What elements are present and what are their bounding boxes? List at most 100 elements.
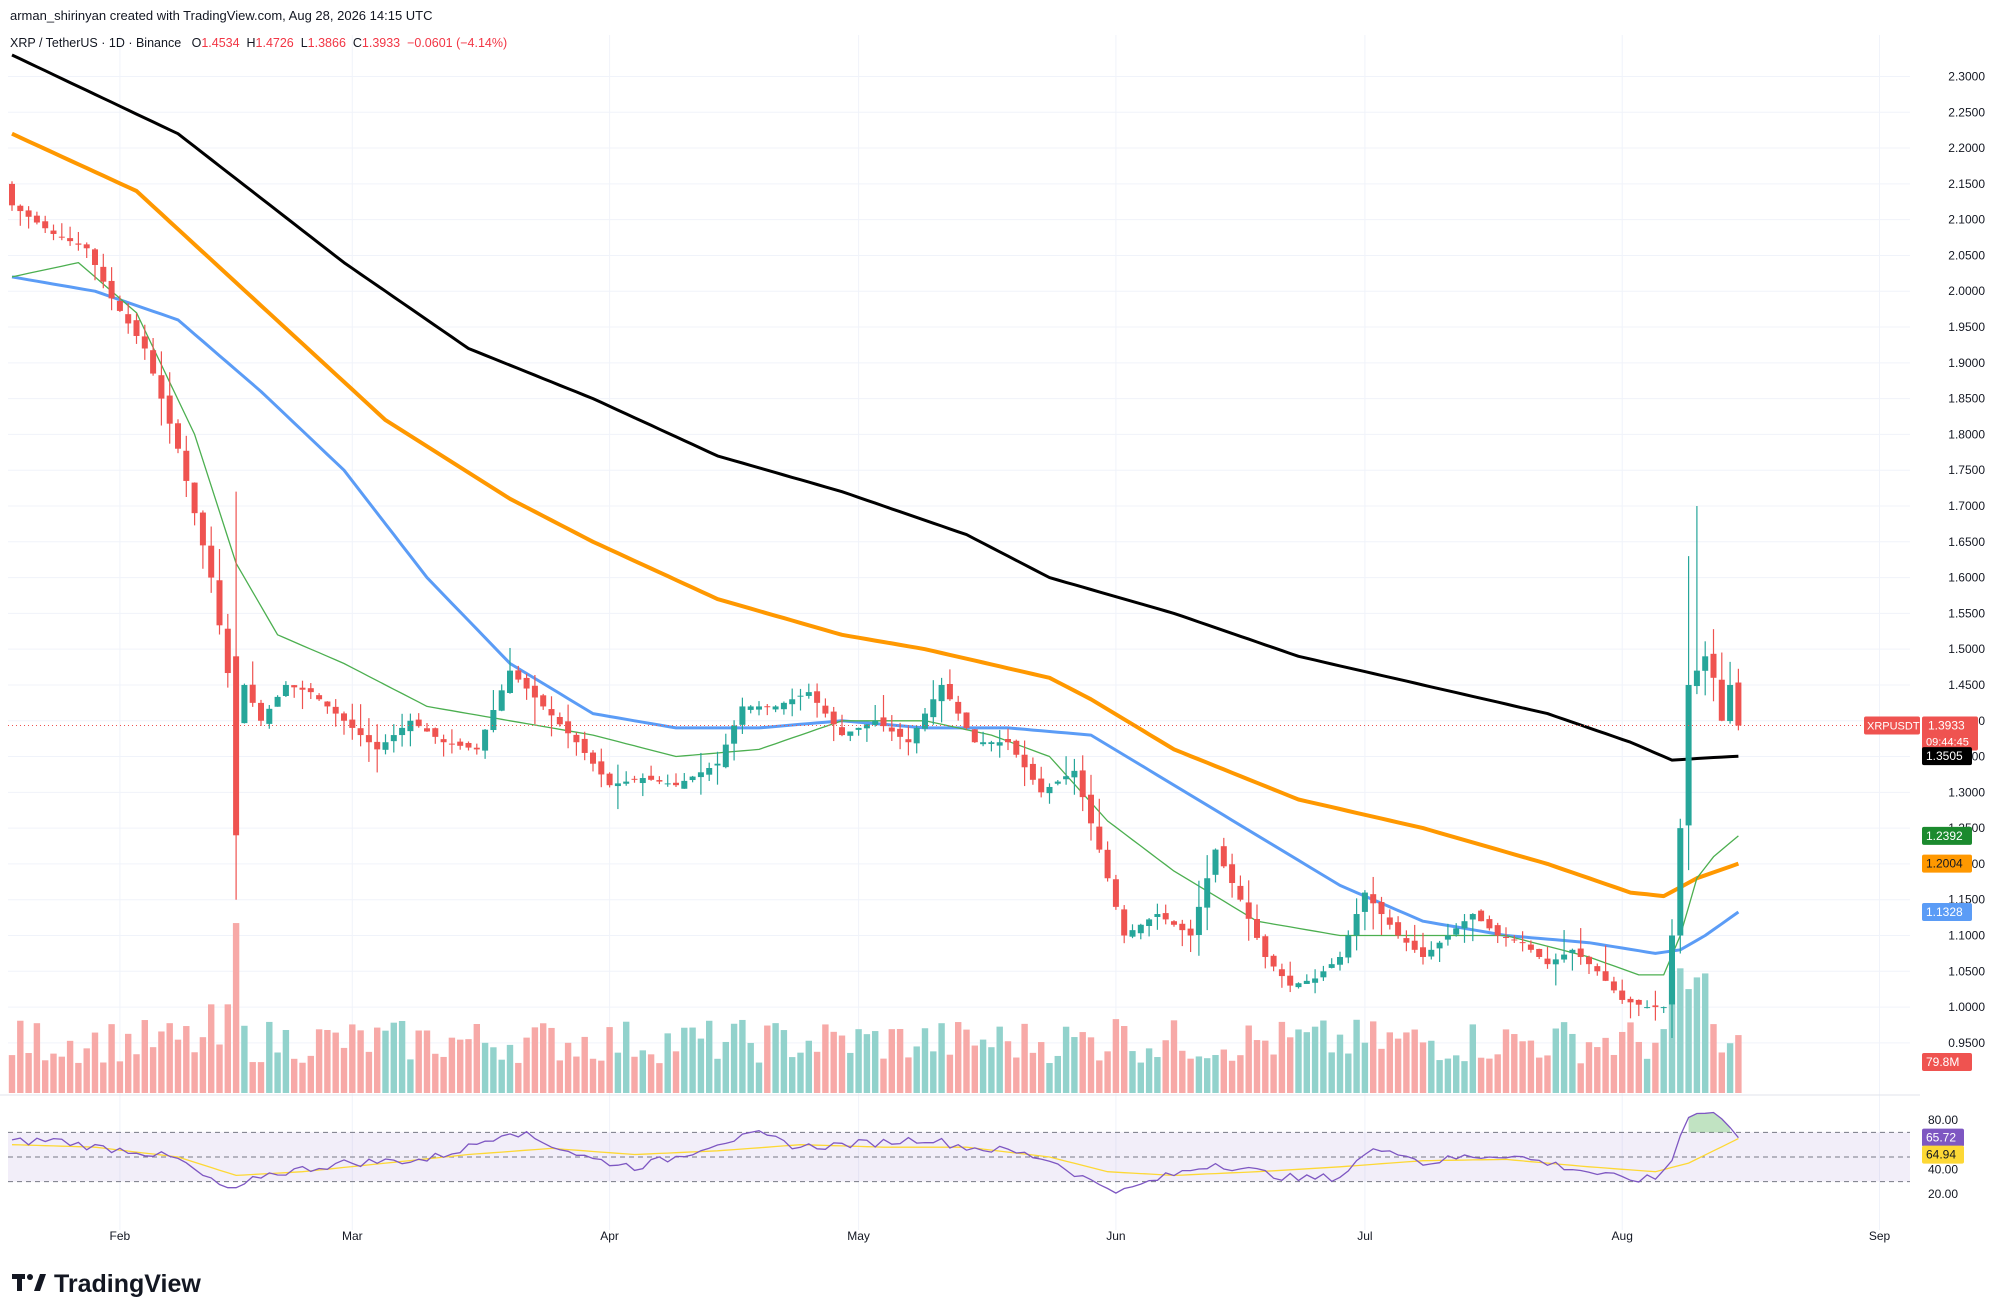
volume-bar bbox=[1311, 1026, 1319, 1093]
candle-body bbox=[913, 727, 920, 744]
volume-bar bbox=[125, 1033, 132, 1093]
candle-body bbox=[664, 783, 671, 785]
ma-green-badge: 1.2392 bbox=[1926, 829, 1963, 843]
ma-black-line bbox=[11, 53, 1739, 762]
candle-body bbox=[1021, 754, 1028, 768]
candle-body bbox=[1312, 978, 1319, 983]
candle-body bbox=[357, 728, 364, 736]
rsi-pane bbox=[8, 1111, 1910, 1194]
volume-bar bbox=[1602, 1037, 1609, 1093]
candle-body bbox=[805, 692, 812, 696]
time-tick-label: Feb bbox=[110, 1229, 131, 1243]
volume-bar bbox=[1253, 1040, 1261, 1093]
volume-bar bbox=[174, 1039, 182, 1093]
time-tick-label: Aug bbox=[1612, 1229, 1633, 1243]
volume-bar bbox=[1527, 1040, 1535, 1093]
rsi-badge-bg bbox=[1922, 1128, 1964, 1147]
candle-body bbox=[457, 741, 464, 746]
volume-bar bbox=[407, 1059, 414, 1093]
volume-bar bbox=[822, 1024, 829, 1093]
volume-bar bbox=[573, 1056, 580, 1093]
price-axis[interactable]: 0.95001.00001.05001.10001.15001.20001.25… bbox=[1928, 69, 1985, 1200]
candle-body bbox=[1378, 902, 1385, 915]
volume-bar bbox=[282, 1029, 290, 1093]
time-axis[interactable]: Feb Mar Apr May Jun Jul Aug Sep bbox=[110, 1229, 1891, 1243]
candle-body bbox=[515, 670, 522, 680]
candle-body bbox=[822, 705, 829, 714]
candle-body bbox=[1727, 684, 1734, 722]
volume-bar bbox=[149, 1047, 157, 1093]
candle-body bbox=[1586, 956, 1592, 965]
candle-body bbox=[623, 781, 630, 784]
candle-body bbox=[233, 656, 240, 836]
volume-bar bbox=[1585, 1042, 1593, 1093]
symbol-title[interactable]: XRP / TetherUS · 1D · Binance bbox=[10, 36, 182, 50]
volume-bar bbox=[1502, 1029, 1510, 1093]
candle-body bbox=[224, 628, 231, 674]
volume-bar bbox=[1693, 977, 1701, 1093]
candle-body bbox=[689, 776, 696, 781]
volume-bar bbox=[141, 1020, 148, 1093]
candle-body bbox=[498, 690, 505, 711]
volume-bar bbox=[66, 1040, 74, 1093]
candle-body bbox=[656, 780, 663, 782]
volume-bar bbox=[813, 1051, 821, 1093]
candle-body bbox=[291, 685, 298, 688]
volume-bar bbox=[1436, 1060, 1443, 1093]
candle-body bbox=[1478, 910, 1485, 922]
volume-bar bbox=[274, 1052, 281, 1093]
candle-body bbox=[1229, 864, 1236, 884]
volume-bar bbox=[266, 1021, 273, 1093]
volume-bar bbox=[1129, 1051, 1136, 1093]
candle-body bbox=[855, 727, 862, 730]
volume-bar bbox=[772, 1023, 779, 1093]
candle-body bbox=[1411, 940, 1418, 950]
candle-body bbox=[1361, 892, 1368, 912]
close-value: 1.3933 bbox=[361, 36, 401, 50]
volume-bar bbox=[1511, 1034, 1518, 1093]
candle-body bbox=[631, 778, 638, 780]
rsi-ma-badge-bg bbox=[1922, 1145, 1964, 1164]
candle-body bbox=[1038, 778, 1045, 793]
volume-bar bbox=[1336, 1034, 1344, 1093]
volume-bar bbox=[1054, 1055, 1061, 1093]
candle-body bbox=[1079, 770, 1086, 798]
price-tick-label: 2.0000 bbox=[1948, 284, 1985, 298]
volume-bar bbox=[1494, 1054, 1501, 1093]
rsi-band-fill bbox=[8, 1132, 1910, 1182]
volume-bar bbox=[1643, 1058, 1651, 1093]
candle-body bbox=[307, 688, 314, 693]
volume-bar bbox=[730, 1023, 738, 1093]
candle-body bbox=[175, 423, 181, 449]
volume-bar bbox=[830, 1031, 837, 1093]
rsi-tick-label: 20.00 bbox=[1928, 1187, 1958, 1201]
candle-body bbox=[590, 752, 596, 764]
candle-body bbox=[697, 772, 704, 778]
time-tick-label: Sep bbox=[1869, 1229, 1891, 1243]
volume-bar bbox=[390, 1022, 397, 1093]
volume-bar bbox=[780, 1030, 788, 1093]
candle-body bbox=[274, 696, 281, 707]
candle-body bbox=[531, 685, 538, 698]
volume-badge-bg bbox=[1922, 1053, 1972, 1071]
volume-bar bbox=[755, 1062, 763, 1093]
candle-body bbox=[1096, 826, 1103, 850]
candle-body bbox=[1054, 781, 1061, 784]
volume-bar bbox=[1486, 1058, 1493, 1093]
candle-body bbox=[1386, 917, 1393, 925]
rsi-ma-badge: 64.94 bbox=[1926, 1148, 1956, 1162]
candle-body bbox=[1461, 921, 1468, 929]
volume-bar bbox=[1104, 1051, 1111, 1093]
candle-body bbox=[905, 739, 912, 743]
candle-body bbox=[581, 738, 588, 753]
rsi-line bbox=[11, 1111, 1739, 1194]
change-value: −0.0601 (−4.14%) bbox=[407, 36, 508, 50]
candle-body bbox=[1602, 971, 1609, 981]
volume-bar bbox=[465, 1039, 472, 1093]
tradingview-brand[interactable]: TradingView bbox=[12, 1270, 201, 1299]
volume-bar bbox=[25, 1053, 32, 1093]
volume-bars bbox=[8, 923, 1742, 1093]
volume-bar bbox=[747, 1042, 754, 1093]
candle-body bbox=[606, 773, 613, 786]
